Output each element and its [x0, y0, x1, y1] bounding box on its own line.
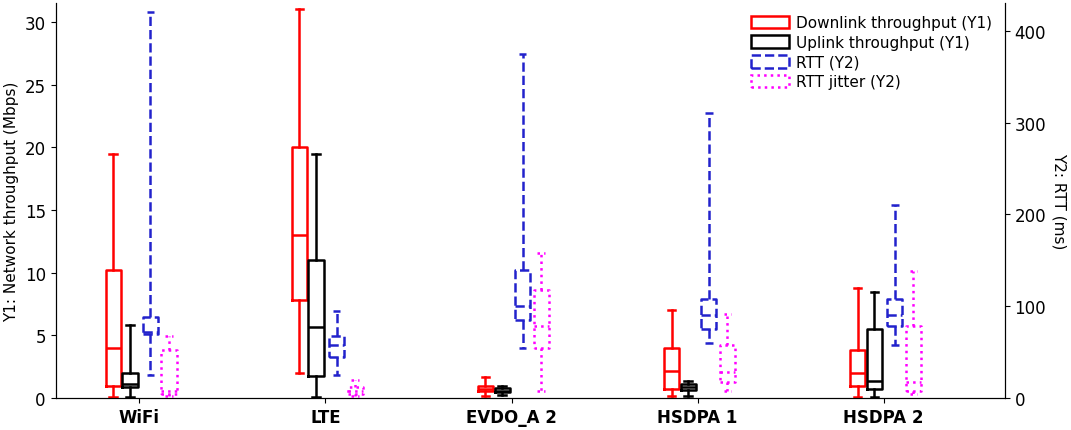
- Legend: Downlink throughput (Y1), Uplink throughput (Y1), RTT (Y2), RTT jitter (Y2): Downlink throughput (Y1), Uplink through…: [746, 12, 997, 95]
- Y-axis label: Y2: RTT (ms): Y2: RTT (ms): [1052, 153, 1067, 249]
- Y-axis label: Y1: Network throughput (Mbps): Y1: Network throughput (Mbps): [4, 81, 19, 321]
